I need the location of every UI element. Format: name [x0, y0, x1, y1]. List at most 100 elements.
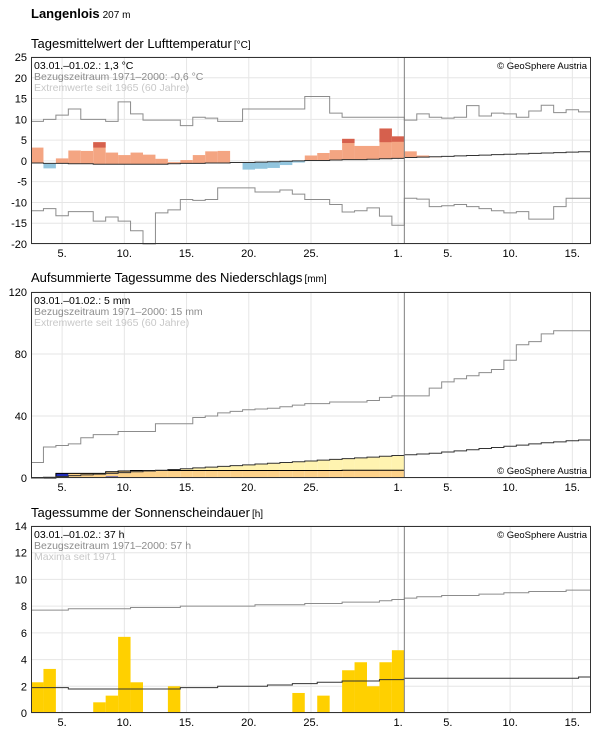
sun-ytick-label: 12	[15, 548, 27, 560]
sun-xtick-label: 5.	[58, 717, 67, 729]
temperature-anomaly-bar	[217, 150, 231, 163]
precipitation-deficit-area	[267, 463, 280, 471]
sunshine-normal-line	[31, 676, 591, 690]
sunshine-daily-bar	[93, 702, 106, 713]
sun-frame	[31, 526, 591, 713]
temperature-title: Tagesmittelwert der Lufttemperatur [°C]	[31, 36, 251, 51]
temperature-anomaly-bar	[205, 151, 218, 163]
sun-legend-entry: Maxima seit 1971	[34, 551, 116, 563]
sun-xtick-label: 10.	[117, 717, 132, 729]
precipitation-accumulated-area	[292, 470, 305, 478]
sunshine-daily-bar	[130, 682, 143, 713]
temp-legend-entry: Extremwerte seit 1965 (60 Jahre)	[34, 82, 189, 94]
precip-xtick-label: 10.	[117, 482, 132, 494]
temperature-anomaly-bar	[192, 155, 206, 164]
precipitation-accumulated-area	[279, 470, 293, 478]
sunshine-max-line	[31, 589, 591, 611]
precipitation-accumulated-area	[317, 470, 330, 478]
temperature-anomaly-bar	[180, 160, 193, 164]
sunshine-daily-bar	[31, 682, 44, 713]
sunshine-daily-bar	[391, 650, 405, 713]
precipitation-accumulated-area	[379, 470, 392, 478]
precipitation-accumulated-line	[31, 469, 405, 479]
sun-ytick-label: 14	[15, 521, 27, 533]
temperature-anomaly-bar	[105, 152, 119, 165]
temperature-anomaly-bar	[391, 136, 405, 159]
precipitation-accumulated-area	[167, 470, 181, 478]
precipitation-accumulated-area	[255, 470, 268, 478]
temp-xtick-label: 5.	[58, 248, 67, 260]
precip-legend-entry: Extremwerte seit 1965 (60 Jahre)	[34, 317, 189, 329]
temperature-anomaly-bar	[80, 150, 94, 164]
precipitation-accumulated-area	[217, 470, 231, 478]
temp-copyright: © GeoSphere Austria	[497, 61, 588, 72]
temp-ytick-label: 20	[15, 73, 27, 85]
precip-ytick-label: 40	[15, 411, 27, 423]
station-altitude: 207 m	[102, 10, 131, 21]
sun-ytick-label: 4	[21, 655, 27, 667]
temp-legend-entry: Bezugszeitraum 1971–2000: -0,6 °C	[34, 71, 204, 83]
panel-sun: 0 2 4 6 8 10 12 14 5. 10. 15. 20. 25. 1. 5. 10. 15. 03.01…	[15, 521, 591, 729]
precipitation-deficit-area	[279, 462, 293, 471]
panel-temp: -20 -15 -10 -5 0 5 10 15 20 25 5. 10. 15. 20. 25. 1. 5. 1…	[11, 52, 591, 260]
temp-xtick-label: 1.	[394, 248, 403, 260]
sunshine-daily-bar	[367, 686, 380, 713]
precip-xtick-label: 15.	[179, 482, 194, 494]
precipitation-accumulated-area	[342, 470, 355, 478]
precipitation-accumulated-area	[267, 470, 280, 478]
temperature-strong-anomaly-bar	[379, 128, 392, 143]
temperature-anomaly-bar	[167, 162, 181, 164]
temperature-min-extreme-line	[31, 187, 591, 245]
precipitation-deficit-area	[317, 460, 330, 471]
precipitation-deficit-area	[242, 464, 255, 471]
temp-frame	[31, 57, 591, 244]
precip-xtick-label: 1.	[394, 482, 403, 494]
sun-xtick-label: 25.	[303, 717, 318, 729]
precipitation-deficit-area	[205, 467, 218, 471]
temp-ytick-label: 5	[21, 135, 27, 147]
temperature-anomaly-bar	[342, 138, 355, 160]
temperature-anomaly-bar	[404, 151, 417, 158]
precipitation-title-text: Aufsummierte Tagessumme des Niederschlag…	[31, 270, 303, 285]
sunshine-daily-bar	[43, 668, 56, 713]
precipitation-deficit-area	[180, 468, 193, 471]
temperature-anomaly-bar	[31, 147, 44, 163]
temperature-normal-line	[31, 151, 591, 165]
temp-ytick-label: 25	[15, 52, 27, 64]
sunshine-title: Tagessumme der Sonnenscheindauer [h]	[31, 505, 263, 520]
sun-ytick-label: 0	[21, 708, 27, 720]
precipitation-accumulated-area	[230, 470, 243, 478]
precipitation-accumulated-area	[180, 470, 193, 478]
sunshine-daily-bar	[379, 662, 392, 713]
precipitation-deficit-area	[342, 458, 355, 471]
temperature-anomaly-bar	[255, 162, 268, 169]
precipitation-accumulated-area	[367, 470, 380, 478]
sunshine-daily-bar	[118, 636, 131, 713]
sunshine-unit: [h]	[251, 509, 264, 520]
temp-xtick-label: 20.	[241, 248, 256, 260]
precip-xtick-label: 15.	[565, 482, 580, 494]
temp-xtick-label: 15.	[565, 248, 580, 260]
precipitation-max-extreme-line	[31, 330, 591, 463]
precipitation-accumulated-area	[80, 473, 94, 478]
precipitation-unit: [mm]	[304, 274, 327, 285]
temperature-anomaly-bar	[43, 163, 56, 169]
temp-ytick-label: -5	[17, 177, 27, 189]
precipitation-accumulated-area	[242, 470, 255, 478]
sun-ytick-label: 6	[21, 628, 27, 640]
precipitation-accumulated-area	[93, 473, 106, 478]
temperature-anomaly-bar	[367, 145, 380, 160]
temperature-strong-anomaly-bar	[93, 142, 106, 148]
temp-ytick-label: 0	[21, 156, 27, 168]
precipitation-accumulated-area	[118, 471, 131, 478]
precip-ytick-label: 80	[15, 349, 27, 361]
sun-xtick-label: 5.	[443, 717, 452, 729]
temp-ytick-label: 15	[15, 94, 27, 106]
sunshine-daily-bar	[292, 692, 305, 713]
precipitation-deficit-area	[167, 469, 181, 471]
precipitation-deficit-area	[391, 455, 405, 471]
precipitation-deficit-area	[354, 457, 367, 471]
temp-ytick-label: -10	[11, 197, 27, 209]
sun-ytick-label: 10	[15, 574, 27, 586]
sunshine-daily-bar	[342, 670, 355, 713]
